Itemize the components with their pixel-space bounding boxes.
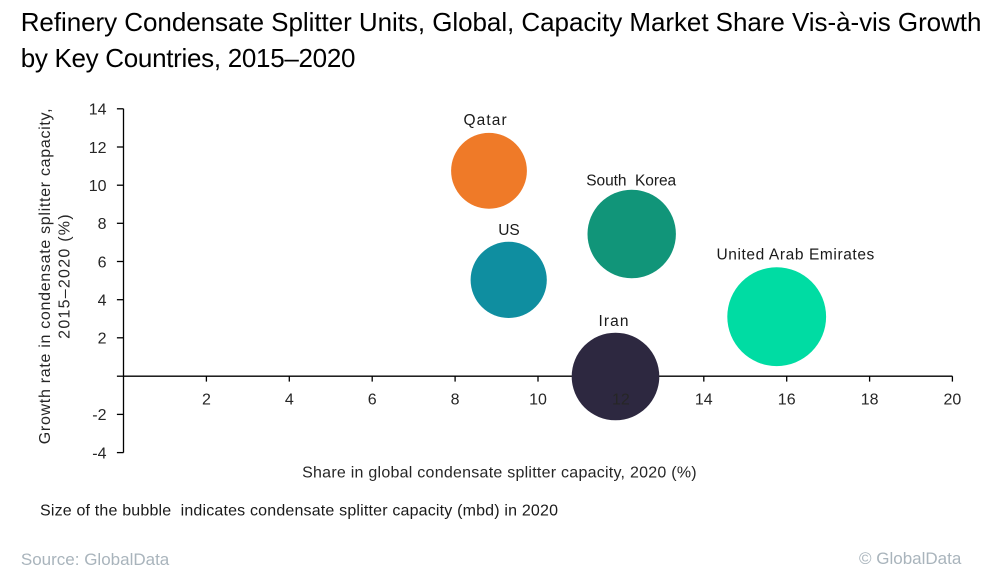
svg-text:-2: -2 — [92, 407, 106, 424]
svg-text:8: 8 — [98, 216, 107, 233]
svg-text:12: 12 — [612, 392, 630, 409]
svg-text:Qatar: Qatar — [463, 112, 507, 129]
svg-text:14: 14 — [695, 392, 713, 409]
svg-text:Source: GlobalData: Source: GlobalData — [21, 550, 170, 569]
svg-text:6: 6 — [368, 392, 377, 409]
svg-text:8: 8 — [451, 392, 460, 409]
svg-text:4: 4 — [98, 293, 107, 310]
svg-text:4: 4 — [285, 392, 294, 409]
svg-text:2015–2020 (%): 2015–2020 (%) — [57, 213, 74, 339]
svg-text:12: 12 — [89, 140, 107, 157]
svg-text:18: 18 — [861, 392, 879, 409]
svg-text:20: 20 — [944, 392, 962, 409]
svg-text:10: 10 — [529, 392, 547, 409]
svg-text:16: 16 — [778, 392, 796, 409]
svg-text:United Arab Emirates: United Arab Emirates — [716, 246, 874, 263]
svg-text:US: US — [498, 222, 520, 239]
svg-text:6: 6 — [98, 254, 107, 271]
svg-text:© GlobalData: © GlobalData — [859, 549, 962, 568]
svg-text:South Korea: South Korea — [586, 173, 676, 190]
svg-text:-4: -4 — [92, 445, 106, 462]
svg-text:14: 14 — [89, 102, 107, 119]
svg-text:2: 2 — [98, 331, 107, 348]
svg-text:Growth rate in condensate spli: Growth rate in condensate splitter capac… — [37, 108, 54, 444]
svg-text:Size of the bubble indicates: Size of the bubble indicates condensate … — [40, 503, 558, 520]
svg-text:10: 10 — [89, 178, 107, 195]
svg-text:2: 2 — [202, 392, 211, 409]
svg-text:Iran: Iran — [598, 313, 629, 330]
svg-text:Share in global condensate spl: Share in global condensate splitter capa… — [302, 465, 697, 482]
